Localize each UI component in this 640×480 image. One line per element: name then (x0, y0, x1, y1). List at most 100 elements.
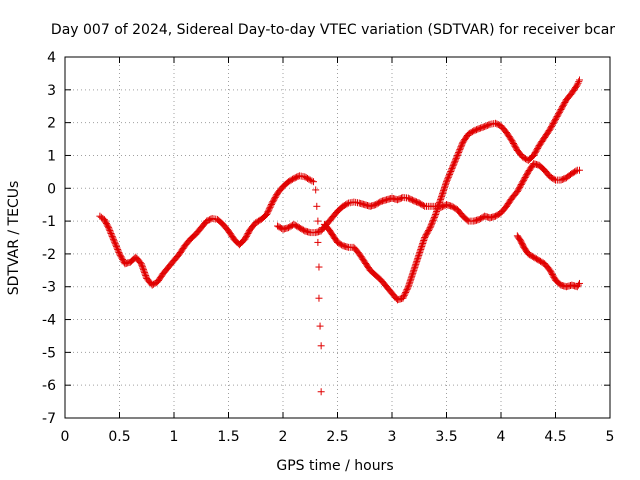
data-point-outliers (318, 224, 326, 232)
data-point-track-3 (403, 286, 411, 294)
data-point-track-3 (426, 224, 434, 232)
y-tick-label: 3 (47, 83, 56, 99)
y-tick-label: -4 (42, 313, 56, 329)
axis-ticks (64, 56, 611, 419)
x-tick-label: 2 (279, 429, 288, 445)
y-tick-labels: -7 -6 -5 -4 -3 -2 -1 0 1 2 3 4 (42, 50, 56, 427)
data-point-track-3 (447, 167, 455, 175)
data-point-track-1 (138, 263, 146, 271)
data-point-track-1 (113, 244, 121, 252)
x-tick-label: 5 (606, 429, 615, 445)
data-point-track-3 (446, 169, 454, 177)
data-point-track-3 (450, 159, 458, 167)
x-tick-label: 3 (388, 429, 397, 445)
data-point-track-3 (575, 78, 583, 86)
data-point-track-1 (267, 200, 275, 208)
x-tick-label: 1.5 (217, 429, 239, 445)
data-point-track-3 (456, 146, 464, 154)
data-point-track-3 (402, 288, 410, 296)
data-point-track-3 (444, 173, 452, 181)
data-point-track-3 (573, 81, 581, 89)
data-point-track-3 (452, 156, 460, 164)
data-point-track-4 (575, 279, 583, 287)
data-point-outliers (314, 217, 322, 225)
data-point-track-3 (449, 163, 457, 171)
data-point-track-1 (111, 238, 119, 246)
y-tick-label: -6 (42, 378, 56, 394)
x-tick-label: 2.5 (326, 429, 348, 445)
y-tick-label: -2 (42, 247, 56, 263)
data-point-track-1 (114, 247, 122, 255)
data-point-track-1 (305, 175, 313, 183)
data-point-track-3 (428, 219, 436, 227)
data-point-track-1 (310, 178, 318, 186)
data-point-track-1 (140, 267, 148, 275)
data-point-track-1 (308, 177, 316, 185)
data-point-track-2 (550, 175, 558, 183)
data-point-track-1 (306, 176, 314, 184)
data-points (96, 76, 583, 396)
data-point-track-3 (485, 121, 493, 129)
data-point-track-1 (114, 246, 122, 254)
data-point-track-3 (452, 154, 460, 162)
data-point-track-1 (115, 248, 123, 256)
data-point-track-1 (109, 235, 117, 243)
data-point-track-3 (404, 284, 412, 292)
data-point-track-3 (443, 176, 451, 184)
data-point-track-1 (263, 209, 271, 217)
data-point-track-3 (429, 218, 437, 226)
data-point-track-3 (427, 221, 435, 229)
data-point-outliers (317, 388, 325, 396)
data-point-track-1 (105, 224, 113, 232)
data-point-track-1 (141, 269, 149, 277)
data-point-track-3 (448, 165, 456, 173)
data-point-track-3 (447, 166, 455, 174)
data-point-outliers (315, 294, 323, 302)
data-point-track-3 (455, 147, 463, 155)
data-point-track-1 (109, 234, 117, 242)
x-tick-label: 4.5 (544, 429, 566, 445)
data-point-track-1 (105, 225, 113, 233)
data-point-track-3 (446, 170, 454, 178)
x-tick-label: 0.5 (108, 429, 130, 445)
x-tick-label: 4 (497, 429, 506, 445)
data-point-track-2 (572, 167, 580, 175)
data-point-track-3 (402, 287, 410, 295)
data-point-track-3 (450, 160, 458, 168)
data-point-track-3 (430, 215, 438, 223)
data-point-track-1 (112, 241, 120, 249)
data-point-track-3 (574, 79, 582, 87)
data-point-track-1 (264, 208, 272, 216)
data-point-track-3 (451, 157, 459, 165)
data-point-track-3 (455, 149, 463, 157)
data-point-track-1 (267, 202, 275, 210)
data-point-track-4 (574, 281, 582, 289)
data-point-track-3 (572, 82, 580, 90)
x-tick-labels: 0 0.5 1 1.5 2 2.5 3 3.5 4 4.5 5 (61, 429, 615, 445)
x-tick-label: 0 (61, 429, 70, 445)
y-tick-label: 4 (47, 50, 56, 66)
data-point-track-3 (430, 213, 438, 221)
data-point-track-1 (141, 270, 149, 278)
chart-title: Day 007 of 2024, Sidereal Day-to-day VTE… (51, 22, 615, 38)
data-point-track-1 (108, 231, 116, 239)
data-point-track-3 (429, 216, 437, 224)
data-point-track-3 (454, 150, 462, 158)
data-point-outliers (313, 202, 321, 210)
data-point-track-1 (106, 228, 114, 236)
data-point-outliers (316, 322, 324, 330)
data-point-track-1 (112, 243, 120, 251)
data-point-track-1 (108, 232, 116, 240)
data-point-track-3 (400, 293, 408, 301)
data-point-track-1 (137, 260, 145, 268)
data-point-track-1 (139, 266, 147, 274)
data-point-track-3 (457, 143, 465, 151)
y-axis-label: SDTVAR / TECUs (6, 181, 22, 296)
data-point-track-1 (265, 205, 273, 213)
data-point-outliers (314, 238, 322, 246)
data-point-track-2 (575, 166, 583, 174)
data-point-outliers (317, 342, 325, 350)
y-tick-label: -7 (42, 411, 56, 427)
data-point-track-2 (463, 216, 471, 224)
